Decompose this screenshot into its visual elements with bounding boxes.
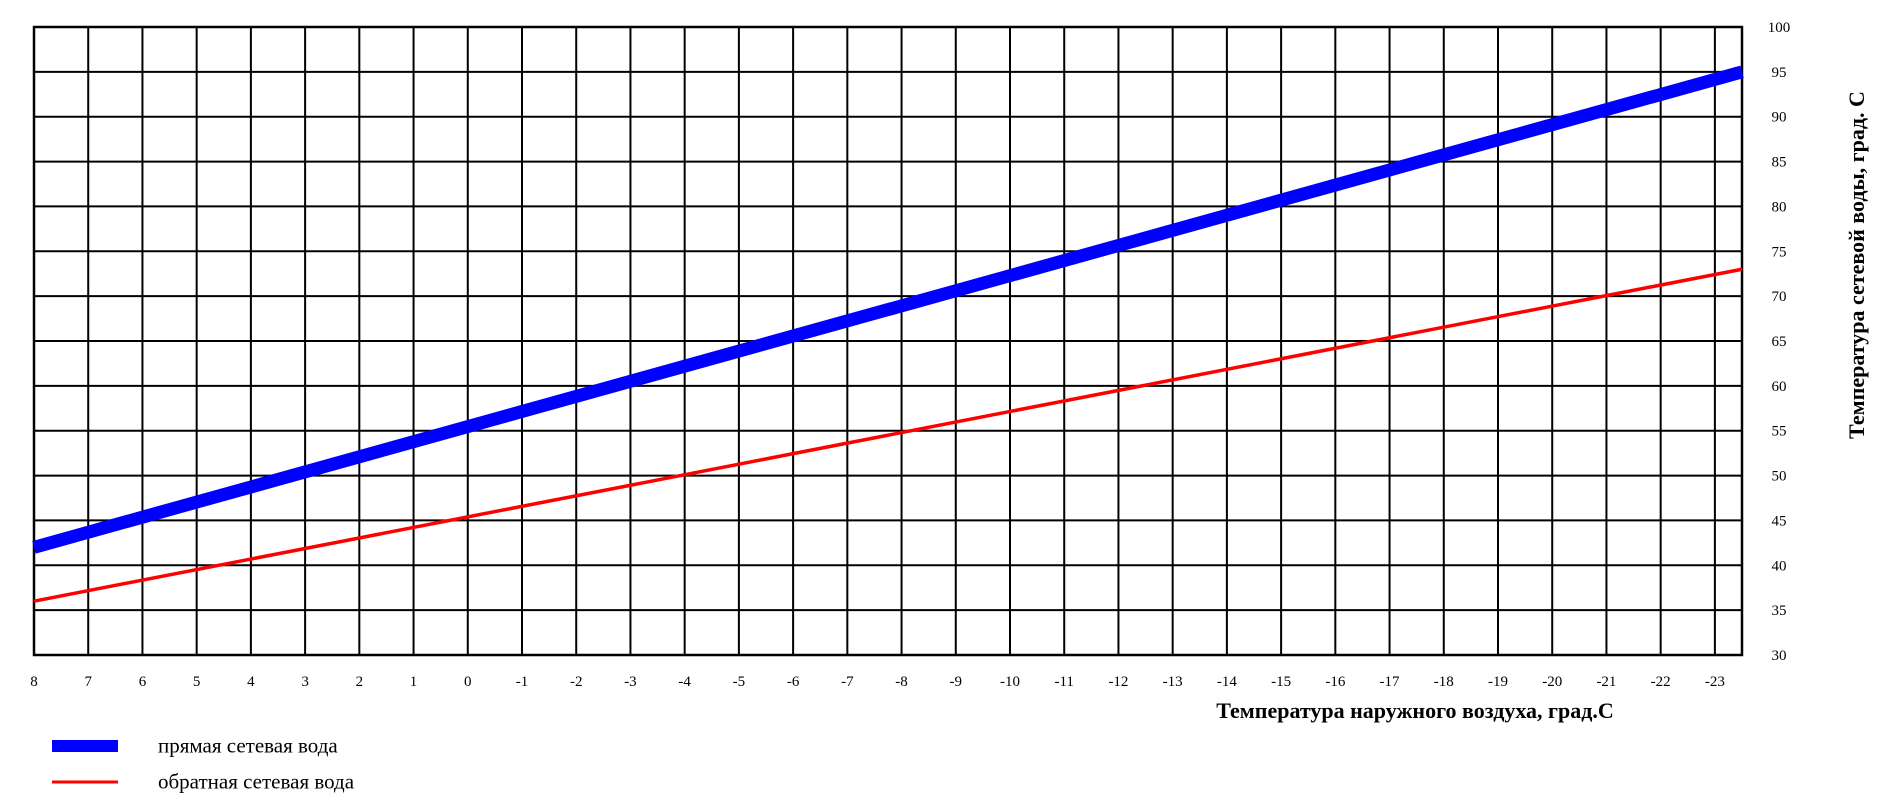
legend-label-supply: прямая сетевая вода [158, 733, 338, 758]
x-tick-label: -21 [1596, 674, 1616, 690]
x-tick-label: -17 [1380, 674, 1400, 690]
x-tick-label: -5 [733, 674, 746, 690]
y-tick-label: 40 [1772, 558, 1787, 574]
x-tick-label: 1 [410, 674, 418, 690]
x-tick-label: -11 [1054, 674, 1073, 690]
x-tick-label: -13 [1163, 674, 1183, 690]
legend-swatch-return [52, 780, 118, 784]
x-tick-label: -1 [516, 674, 529, 690]
plot-frame [32, 25, 1744, 657]
series-layer [32, 65, 1744, 603]
y-tick-label: 35 [1772, 603, 1787, 619]
y-tick-label: 50 [1772, 469, 1787, 485]
x-tick-label: 5 [193, 674, 201, 690]
y-tick-label: 65 [1772, 334, 1787, 350]
y-tick-label: 95 [1772, 65, 1787, 81]
x-tick-label: -9 [950, 674, 963, 690]
legend-swatch-supply [52, 740, 118, 752]
x-tick-label: -23 [1705, 674, 1725, 690]
x-tick-label: 3 [301, 674, 309, 690]
x-tick-label: 6 [139, 674, 147, 690]
x-tick-label: -7 [841, 674, 854, 690]
y-tick-label: 60 [1772, 379, 1787, 395]
grid [34, 27, 1742, 655]
x-tick-label: -14 [1217, 674, 1237, 690]
x-tick-label: -16 [1325, 674, 1345, 690]
x-tick-label: -22 [1651, 674, 1671, 690]
x-tick-label: -20 [1542, 674, 1562, 690]
y-tick-label: 55 [1772, 424, 1787, 440]
y-tick-label: 80 [1772, 199, 1787, 215]
y-tick-label: 85 [1772, 155, 1787, 171]
x-tick-labels: 8 7 6 5 4 3 2 1 0 -1 -2 -3 -4 -5 -6 -7 -8 -9 -10 -11 -12 -13 -… [30, 674, 1725, 690]
return-water-line [33, 267, 1743, 603]
x-tick-label: -10 [1000, 674, 1020, 690]
y-tick-label: 100 [1768, 20, 1791, 36]
x-tick-label: 0 [464, 674, 472, 690]
x-tick-label: -6 [787, 674, 800, 690]
x-tick-label: 2 [356, 674, 364, 690]
x-tick-label: -2 [570, 674, 583, 690]
x-tick-label: 7 [84, 674, 92, 690]
x-tick-label: -3 [624, 674, 637, 690]
x-tick-label: 4 [247, 674, 255, 690]
x-tick-label: -15 [1271, 674, 1291, 690]
y-tick-labels: 30 35 40 45 50 55 60 65 70 75 80 85 90 95 100 [1768, 20, 1791, 664]
x-tick-label: -8 [895, 674, 908, 690]
y-tick-label: 70 [1772, 289, 1787, 305]
y-axis-title: Температура сетевой воды, град. С [1844, 91, 1869, 439]
x-tick-label: -19 [1488, 674, 1508, 690]
supply-water-line [32, 65, 1744, 554]
y-tick-label: 30 [1772, 648, 1787, 664]
y-tick-label: 75 [1772, 244, 1787, 260]
legend-label-return: обратная сетевая вода [158, 769, 355, 794]
y-tick-label: 90 [1772, 110, 1787, 126]
x-tick-label: -4 [678, 674, 691, 690]
x-tick-label: 8 [30, 674, 38, 690]
x-tick-label: -12 [1108, 674, 1128, 690]
x-tick-label: -18 [1434, 674, 1454, 690]
y-tick-label: 45 [1772, 513, 1787, 529]
x-axis-title: Температура наружного воздуха, град.С [1216, 698, 1614, 723]
